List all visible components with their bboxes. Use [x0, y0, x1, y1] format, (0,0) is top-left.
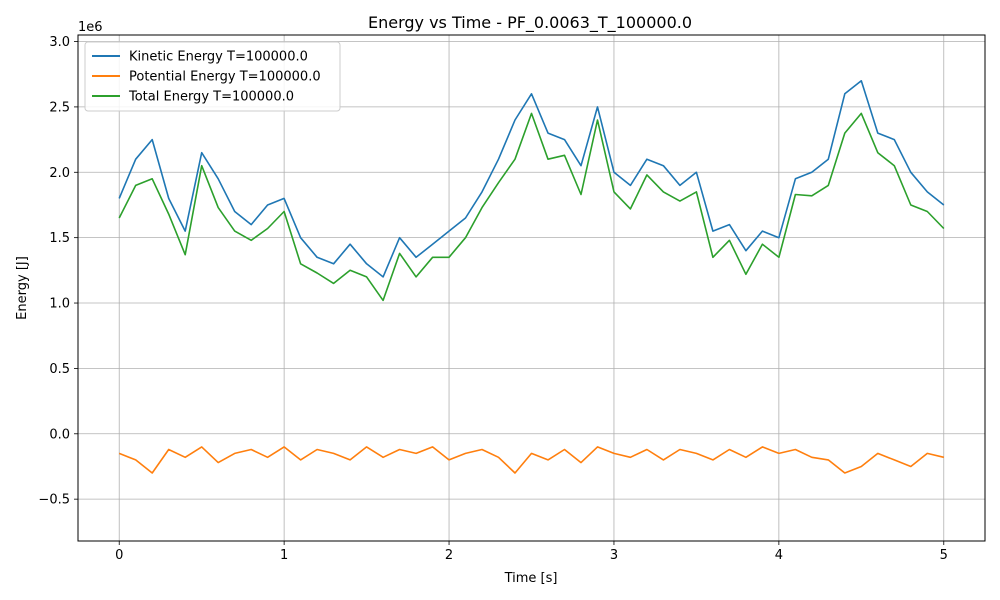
y-tick-label: −0.5 [38, 493, 70, 508]
legend-label: Total Energy T=100000.0 [128, 90, 294, 105]
plot-frame [77, 34, 986, 542]
axis-ticks: 0 1 2 3 4 5 −0.5 0.0 0.5 1.0 1.5 2.0 2.5 3.0 [38, 35, 947, 563]
y-tick-label: 1.5 [49, 231, 70, 246]
y-tick-label: 1.0 [49, 297, 70, 312]
x-tick-label: 0 [115, 548, 123, 563]
y-tick-label: 0.0 [49, 427, 70, 442]
y-axis-title: Energy [J] [15, 256, 30, 320]
x-tick-label: 4 [775, 548, 783, 563]
y-tick-label: 0.5 [49, 362, 70, 377]
legend: Kinetic Energy T=100000.0 Potential Energ… [84, 41, 341, 112]
y-tick-label: 3.0 [49, 35, 70, 50]
y-tick-label: 2.0 [49, 166, 70, 181]
x-tick-label: 2 [445, 548, 453, 563]
x-tick-label: 3 [610, 548, 618, 563]
legend-box [84, 41, 341, 112]
series-lines [118, 80, 945, 474]
series-line-3 [118, 112, 945, 302]
y-offset-label: 1e6 [78, 20, 103, 35]
y-tick-label: 2.5 [49, 100, 70, 115]
x-axis-title: Time [s] [504, 571, 558, 586]
x-tick-label: 5 [940, 548, 948, 563]
legend-label: Potential Energy T=100000.0 [129, 70, 321, 85]
x-tick-label: 1 [280, 548, 288, 563]
series-line-1 [118, 80, 945, 278]
chart-title: Energy vs Time - PF_0.0063_T_100000.0 [368, 13, 692, 33]
series-line-2 [118, 446, 944, 474]
grid [78, 35, 985, 541]
legend-label: Kinetic Energy T=100000.0 [129, 50, 308, 65]
